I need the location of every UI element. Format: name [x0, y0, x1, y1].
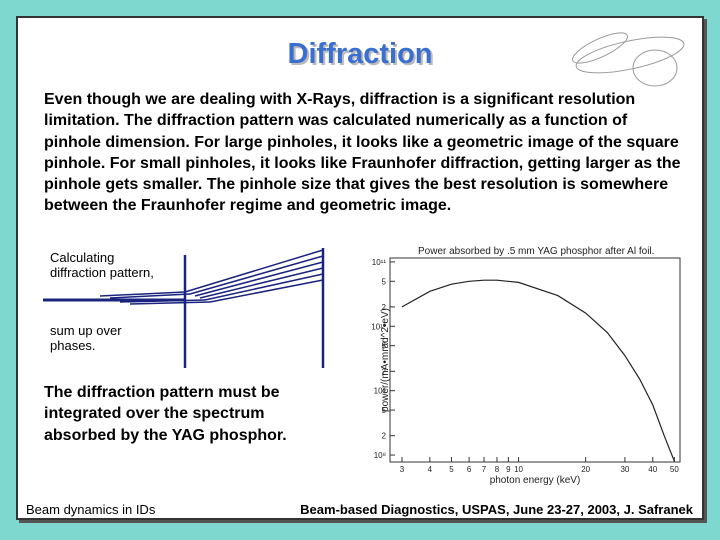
footer-left: Beam dynamics in IDs — [26, 502, 156, 517]
x-tick-label: 30 — [620, 465, 629, 474]
x-tick-label: 3 — [400, 465, 405, 474]
x-tick-label: 50 — [670, 465, 679, 474]
y-tick-label: 10⁹ — [374, 387, 386, 396]
y-tick-label: 2 — [382, 367, 387, 376]
x-axis-label: photon energy (keV) — [490, 475, 581, 486]
x-tick-label: 6 — [467, 465, 472, 474]
pinhole-diagram — [43, 248, 325, 368]
data-line — [401, 279, 675, 462]
y-tick-label: 5 — [382, 277, 387, 286]
x-tick-label: 5 — [449, 465, 454, 474]
chart-title: Power absorbed by .5 mm YAG phosphor aft… — [418, 246, 654, 257]
plot-frame — [389, 257, 681, 463]
x-tick-label: 9 — [506, 465, 511, 474]
x-tick-label: 8 — [495, 465, 500, 474]
x-tick-label: 10 — [514, 465, 523, 474]
y-tick-label: 10¹⁰ — [371, 322, 386, 331]
y-tick-label: 5 — [382, 342, 387, 351]
slide-title: Diffraction — [287, 38, 433, 70]
y-tick-label: 10⁸ — [374, 451, 386, 460]
y-tick-label: 2 — [382, 303, 387, 312]
conclusion: The diffraction pattern must be integrat… — [44, 384, 287, 444]
y-axis-label: power/(mA•mrad^2•eV) — [380, 308, 391, 412]
y-tick-label: 10¹¹ — [372, 258, 387, 267]
diagram-label: sum up over phases. — [50, 323, 122, 353]
y-tick-label: 2 — [382, 432, 387, 441]
slide — [16, 16, 704, 520]
x-tick-label: 40 — [648, 465, 657, 474]
x-tick-label: 7 — [482, 465, 487, 474]
x-tick-label: 4 — [428, 465, 433, 474]
y-tick-label: 5 — [382, 406, 387, 415]
footer-right: Beam-based Diagnostics, USPAS, June 23-2… — [300, 502, 693, 517]
logo — [572, 32, 685, 87]
diagram-label: Calculating diffraction pattern, — [50, 250, 154, 280]
x-tick-label: 20 — [581, 465, 590, 474]
body-paragraph: Even though we are dealing with X-Rays, … — [44, 91, 681, 215]
